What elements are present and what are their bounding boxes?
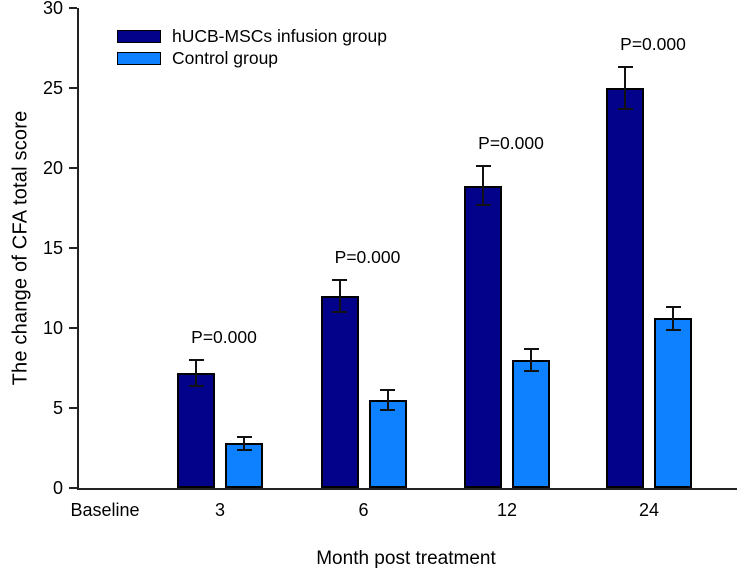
p-value-label: P=0.000 [478,133,544,154]
p-value-label: P=0.000 [334,247,401,267]
error-bar-line [530,348,532,372]
x-tick-label: 12 [496,500,518,520]
legend-label: hUCB-MSCs infusion group [172,26,387,46]
p-value-label: P=0.000 [191,327,257,347]
error-bar-line [386,390,389,410]
error-bar-line [338,280,341,312]
error-bar-cap-bottom [188,384,204,387]
y-tick-label: 10 [42,318,63,338]
error-bar-cap-bottom [475,203,491,206]
legend-item: Control group [117,48,387,68]
error-bar-cap-top [523,347,539,350]
x-tick-label: 3 [214,500,225,520]
bar-treatment [606,88,644,488]
error-bar-cap-bottom [523,370,539,373]
y-axis-tick [69,247,77,249]
error-bar-cap-top [617,66,633,69]
y-tick-label: 0 [52,478,63,498]
y-axis-tick [69,7,77,9]
error-bar-cap-top [236,435,252,438]
y-axis-tick [69,487,77,489]
p-value-label: P=0.000 [620,34,686,55]
y-axis-tick [69,327,77,329]
error-bar-cap-top [475,165,491,168]
error-bar-line [243,436,245,450]
x-tick-label: Baseline [70,500,140,520]
legend-item: hUCB-MSCs infusion group [117,26,387,46]
legend-swatch [117,52,161,65]
error-bar-line [482,166,484,205]
error-bar-cap-top [332,279,347,281]
bar-control [654,318,692,488]
error-bar-cap-top [380,389,395,392]
bar-treatment [320,296,359,488]
bar-treatment [464,185,502,488]
x-tick-label: 24 [638,500,660,520]
y-axis-tick [69,87,77,89]
y-tick-label: 15 [42,238,63,258]
error-bar-line [195,360,197,386]
y-tick-label: 5 [52,398,63,418]
bar-control [368,400,407,488]
error-bar-cap-bottom [236,448,252,451]
error-bar-line [624,67,626,109]
x-axis-title: Month post treatment [316,548,496,569]
legend-swatch [117,30,161,43]
error-bar-cap-bottom [332,311,347,313]
legend-label: Control group [172,48,279,68]
error-bar-cap-bottom [380,408,395,411]
error-bar-cap-bottom [665,328,681,331]
plot-area: hUCB-MSCs infusion group Control group 0 5… [43,0,737,520]
y-axis-tick [69,167,77,169]
error-bar-line [672,307,674,330]
y-tick-label: 20 [42,158,63,178]
y-axis-tick [69,407,77,409]
bar-control [512,360,550,488]
error-bar-cap-bottom [617,107,633,110]
bar-treatment [177,372,215,488]
y-tick-label: 30 [42,0,63,18]
x-tick-label: 6 [358,500,369,520]
y-tick-label: 25 [42,78,63,98]
error-bar-cap-top [665,306,681,309]
legend: hUCB-MSCs infusion group Control group [117,26,387,72]
error-bar-cap-top [188,359,204,361]
